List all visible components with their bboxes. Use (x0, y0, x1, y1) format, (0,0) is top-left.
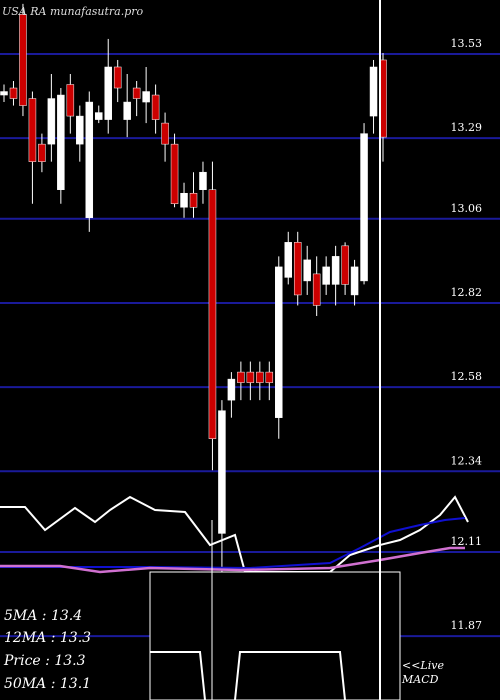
candle-body (47, 98, 56, 145)
candle-body (303, 259, 311, 282)
candle-body (66, 84, 75, 117)
candle-body (360, 133, 368, 282)
candle-body (57, 94, 65, 190)
candle-body (350, 266, 359, 296)
candle-body (151, 94, 160, 120)
candle-body (293, 242, 302, 296)
candle-body (28, 98, 37, 162)
y-tick-label: 13.53 (451, 37, 483, 50)
candle-body (246, 371, 255, 383)
macd-line (234, 651, 346, 700)
candle-body (284, 242, 292, 278)
y-tick-label: 12.34 (451, 454, 483, 467)
y-tick-label: 12.58 (451, 370, 483, 383)
candle-body (218, 410, 226, 534)
candle-body (189, 192, 198, 208)
candle-body (199, 171, 207, 190)
grid: 13.53 13.29 13.06 12.82 12.58 12.34 12.11 11.87 (0, 37, 500, 638)
candle-body (123, 101, 131, 120)
candle-body (95, 112, 103, 120)
candle-body (170, 143, 179, 205)
candle-body (208, 189, 217, 439)
candle-body (275, 266, 283, 418)
candle-body (113, 66, 122, 89)
info-text: 12MA : 13.3 (4, 630, 91, 646)
indicator-line (0, 517, 466, 570)
candle-body (76, 115, 84, 145)
candle-body (341, 245, 349, 285)
candle-body (265, 371, 274, 383)
candle-body (0, 91, 8, 96)
macd-box (149, 571, 401, 700)
candle-body (180, 192, 188, 208)
y-tick-label: 12.82 (451, 286, 483, 299)
indicator-line (0, 495, 469, 573)
y-tick-label: 13.06 (451, 202, 483, 215)
candle-body (312, 273, 321, 306)
indicator-line (0, 546, 465, 574)
candle-body (142, 91, 150, 103)
candle-body (256, 371, 264, 383)
candle-body (237, 371, 245, 383)
candle-body (9, 87, 18, 99)
candle-body (104, 66, 112, 120)
indicator-label: MACD (401, 673, 439, 686)
candle-body (227, 378, 236, 401)
y-tick-label: 11.87 (451, 619, 483, 632)
candle-body (38, 143, 46, 162)
y-tick-label: 12.11 (451, 535, 483, 548)
candle-body (132, 87, 141, 99)
candle-body (322, 266, 330, 285)
candle-body (85, 101, 94, 219)
info-text: 50MA : 13.1 (4, 676, 91, 692)
info-text: 5MA : 13.4 (4, 608, 82, 624)
live-label: <<Live (402, 659, 444, 672)
watermark: USA RA munafasutra.pro (2, 5, 144, 18)
macd-line (150, 651, 206, 700)
y-tick-label: 13.29 (451, 121, 483, 134)
candle-body (369, 66, 378, 117)
info-text: Price : 13.3 (3, 653, 86, 669)
candle-body (19, 14, 27, 106)
candle-body (331, 256, 340, 285)
candle-body (161, 122, 169, 145)
candles (0, 3, 387, 583)
